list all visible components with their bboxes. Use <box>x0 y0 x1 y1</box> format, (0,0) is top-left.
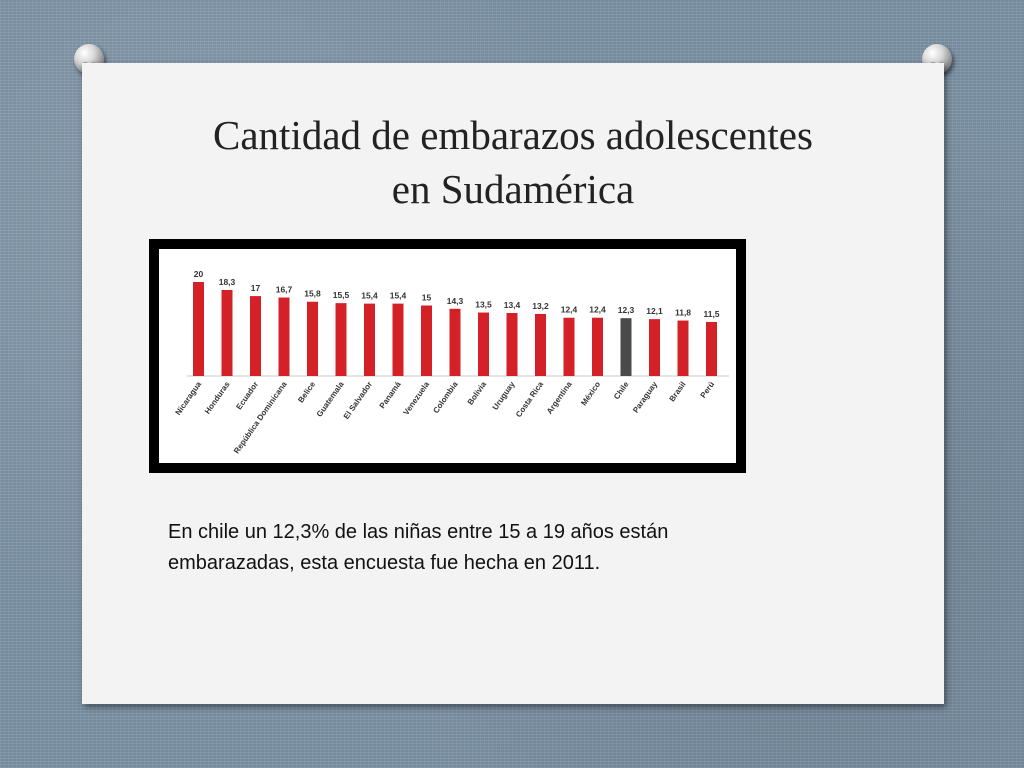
data-label: 15,4 <box>390 291 407 301</box>
bar-bolivia <box>478 312 489 376</box>
data-label: 13,5 <box>475 300 492 310</box>
data-label: 20 <box>194 269 204 279</box>
bar-república-dominicana <box>278 297 290 376</box>
bar-panamá <box>392 303 404 376</box>
bar-el-salvador <box>364 303 375 376</box>
data-label: 15,8 <box>304 289 321 299</box>
data-label: 11,5 <box>703 309 719 319</box>
slide-title: Cantidad de embarazos adolescentes en Su… <box>82 108 944 216</box>
data-label: 15,5 <box>333 290 350 300</box>
bar-guatemala <box>335 303 347 376</box>
data-label: 12,1 <box>646 306 663 316</box>
data-label: 14,3 <box>447 296 464 306</box>
bar-nicaragua <box>193 282 204 376</box>
bar-uruguay <box>506 313 518 376</box>
bar-ecuador <box>250 296 261 376</box>
bar-argentina <box>563 317 575 376</box>
bar-colombia <box>449 308 461 376</box>
bar-paraguay <box>649 319 660 376</box>
slide-title-line2: en Sudamérica <box>391 166 635 212</box>
data-label: 15 <box>422 293 432 303</box>
data-label: 13,4 <box>504 300 521 310</box>
bar-costa-rica <box>535 313 546 376</box>
bar-brasil <box>677 320 689 376</box>
bar-chile <box>620 318 632 376</box>
bar-chart: 20Nicaragua18,3Honduras17Ecuador16,7Repú… <box>159 249 736 463</box>
bar-belice <box>307 301 318 376</box>
bar-méxico <box>592 317 603 376</box>
data-label: 12,3 <box>618 305 635 315</box>
data-label: 12,4 <box>589 305 606 315</box>
bar-perú <box>706 321 717 376</box>
data-label: 13,2 <box>532 301 549 311</box>
bar-honduras <box>221 289 233 376</box>
slide-title-line1: Cantidad de embarazos adolescentes <box>213 112 813 158</box>
data-label: 15,4 <box>361 291 378 301</box>
slide-caption: En chile un 12,3% de las niñas entre 15 … <box>168 521 669 574</box>
data-label: 17 <box>251 283 261 293</box>
bar-venezuela <box>421 305 432 376</box>
data-label: 18,3 <box>219 277 236 287</box>
chart-frame: 20 Nicaragua 18,3 Honduras 17 Ecuador 16,7 Repú… <box>149 239 746 473</box>
data-label: 12,4 <box>561 305 578 315</box>
data-label: 11,8 <box>675 308 691 318</box>
data-label: 16,7 <box>276 285 293 295</box>
